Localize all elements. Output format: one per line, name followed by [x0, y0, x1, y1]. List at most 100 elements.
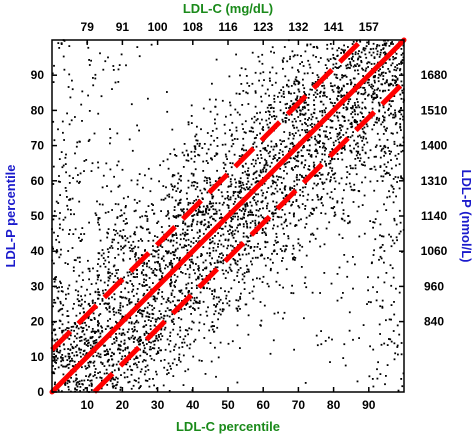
scatter-point — [255, 145, 258, 148]
scatter-point — [260, 253, 263, 256]
scatter-point — [86, 288, 88, 291]
scatter-point — [184, 335, 187, 338]
scatter-point — [126, 347, 129, 350]
scatter-point — [107, 284, 109, 287]
scatter-point — [174, 199, 177, 202]
scatter-point — [288, 150, 290, 153]
scatter-point — [135, 226, 138, 229]
scatter-point — [101, 330, 104, 333]
scatter-point — [137, 337, 140, 340]
scatter-point — [195, 301, 198, 304]
scatter-point — [388, 150, 391, 152]
scatter-point — [379, 166, 382, 168]
scatter-point — [254, 162, 257, 165]
scatter-point — [240, 83, 243, 85]
scatter-point — [203, 187, 206, 190]
scatter-points — [51, 39, 405, 393]
scatter-point — [218, 300, 221, 303]
scatter-point — [308, 153, 310, 155]
scatter-point — [367, 61, 370, 64]
scatter-point — [234, 197, 237, 200]
scatter-point — [299, 109, 302, 112]
scatter-point — [107, 271, 110, 273]
scatter-point — [262, 147, 265, 150]
scatter-point — [221, 143, 224, 146]
scatter-point — [229, 263, 232, 266]
scatter-point — [383, 203, 385, 206]
scatter-point — [56, 338, 59, 341]
scatter-point — [301, 108, 304, 111]
scatter-point — [139, 312, 141, 314]
scatter-point — [357, 58, 359, 61]
scatter-point — [385, 166, 388, 168]
scatter-point — [57, 389, 60, 392]
scatter-point — [249, 209, 252, 212]
scatter-point — [260, 100, 263, 103]
scatter-point — [276, 184, 278, 187]
scatter-point — [352, 77, 355, 80]
scatter-point — [375, 94, 378, 96]
scatter-point — [273, 100, 276, 103]
scatter-point — [171, 128, 174, 131]
scatter-point — [272, 158, 275, 160]
scatter-point — [400, 107, 402, 109]
scatter-point — [192, 242, 195, 244]
scatter-point — [220, 287, 222, 290]
scatter-point — [378, 44, 381, 47]
scatter-point — [192, 307, 194, 309]
scatter-point — [341, 125, 344, 128]
scatter-point — [181, 210, 183, 212]
scatter-point — [387, 172, 390, 175]
scatter-point — [122, 197, 125, 200]
scatter-point — [249, 247, 252, 249]
scatter-point — [249, 222, 252, 224]
scatter-point — [146, 312, 149, 314]
scatter-point — [71, 359, 74, 362]
scatter-point — [401, 52, 404, 55]
scatter-point — [132, 247, 135, 250]
scatter-point — [111, 385, 114, 388]
scatter-point — [243, 187, 245, 190]
scatter-point — [354, 51, 357, 54]
scatter-point — [78, 336, 81, 339]
scatter-point — [147, 167, 150, 170]
scatter-point — [289, 186, 292, 189]
scatter-point — [272, 261, 274, 264]
scatter-point — [122, 220, 125, 222]
scatter-point — [227, 230, 229, 233]
scatter-point — [148, 304, 151, 306]
scatter-point — [97, 372, 99, 374]
scatter-point — [234, 191, 237, 193]
lower-band-line — [92, 80, 406, 394]
scatter-point — [229, 198, 232, 201]
scatter-point — [301, 176, 303, 178]
scatter-point — [97, 329, 99, 332]
scatter-point — [283, 311, 286, 314]
scatter-point — [129, 365, 131, 368]
scatter-point — [134, 255, 136, 258]
scatter-point — [109, 380, 112, 382]
scatter-point — [52, 120, 55, 123]
scatter-point — [338, 91, 341, 94]
scatter-point — [183, 308, 186, 310]
scatter-point — [248, 213, 250, 216]
scatter-point — [127, 241, 130, 243]
scatter-point — [307, 168, 310, 171]
scatter-point — [323, 142, 326, 145]
scatter-point — [219, 227, 221, 229]
scatter-point — [254, 71, 257, 74]
scatter-point — [122, 258, 124, 261]
scatter-point — [354, 83, 356, 86]
scatter-point — [206, 177, 208, 179]
scatter-point — [172, 215, 175, 217]
scatter-point — [101, 363, 104, 365]
scatter-point — [166, 250, 168, 253]
scatter-point — [124, 355, 126, 357]
scatter-point — [319, 134, 321, 137]
scatter-point — [324, 340, 327, 342]
scatter-point — [395, 80, 397, 83]
scatter-point — [392, 100, 394, 102]
scatter-point — [195, 263, 197, 265]
scatter-point — [124, 348, 127, 351]
scatter-point — [395, 122, 398, 124]
